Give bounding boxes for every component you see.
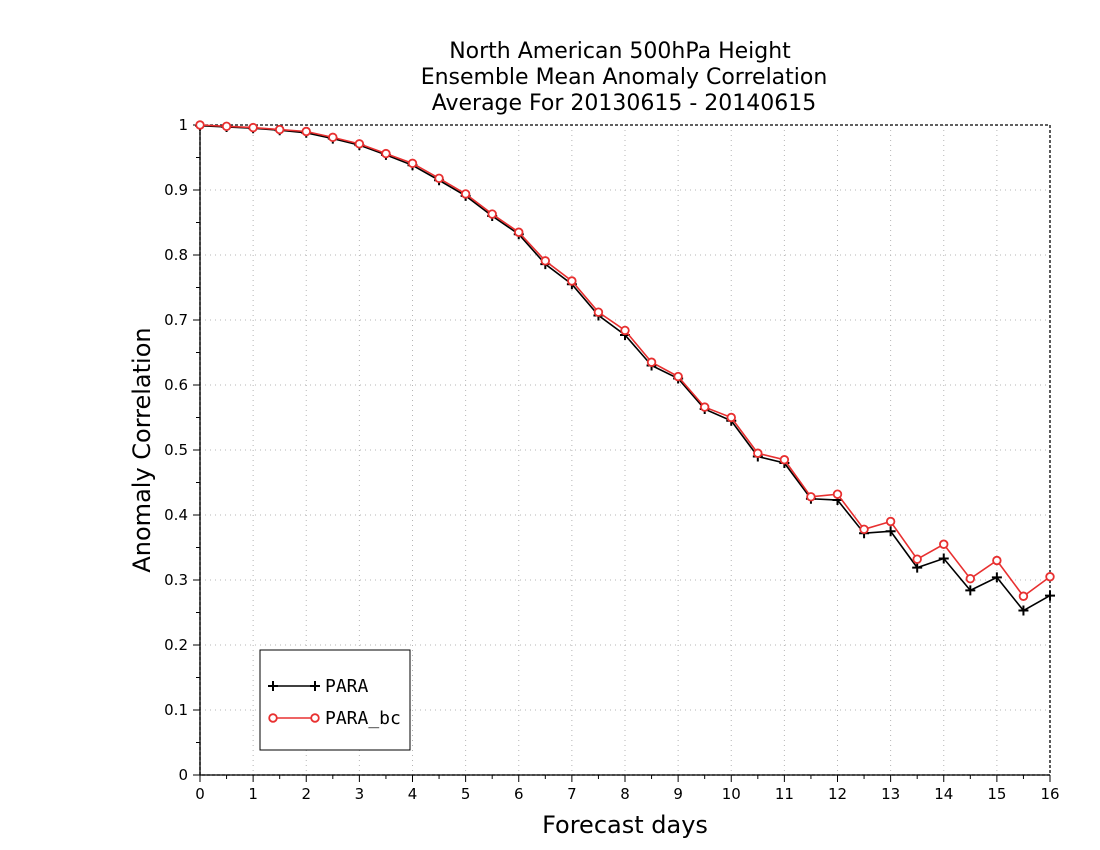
circle-point-marker [1045,572,1055,582]
circle-point-marker [832,489,843,499]
chart-title-line-2: Ensemble Mean Anomaly Correlation [421,65,828,90]
y-tick-label: 1 [178,116,188,134]
circle-point-marker [407,158,418,169]
circle-point-marker [221,121,232,131]
x-tick-label: 14 [934,785,953,803]
circle-point-marker [460,189,471,199]
x-tick-label: 7 [567,785,577,803]
y-tick-label: 0.2 [164,636,188,654]
y-tick-label: 0.1 [164,701,188,719]
circle-point-marker [567,276,577,286]
y-tick-label: 0.9 [164,181,188,199]
legend-item-para-bc: PARA_bc [268,708,401,729]
x-tick-label: 12 [828,785,847,803]
legend-item-para: PARA [268,676,369,697]
legend: PARA PARA_bc [259,649,411,751]
circle-point-marker [301,126,311,137]
y-tick-label: 0.7 [164,311,188,329]
series-para-bc [195,120,1055,601]
circle-point-marker [646,357,657,367]
circle-point-marker [992,555,1002,566]
circle-point-marker [1018,591,1029,601]
y-tick-label: 0.8 [164,246,188,264]
x-tick-label: 16 [1040,785,1059,803]
chart-title-line-1: North American 500hPa Height [449,39,791,64]
x-tick-label: 0 [195,785,205,803]
circle-point-marker [328,132,338,143]
legend-label: PARA_bc [325,708,401,729]
x-tick-label: 15 [987,785,1006,803]
legend-marker [310,713,320,723]
x-axis-ticks: 0 1 2 3 4 5 6 7 8 9 10 11 12 13 14 15 16 [195,775,1060,803]
y-tick-label: 0.5 [164,441,188,459]
x-tick-label: 9 [673,785,683,803]
circle-point-marker [753,448,763,458]
chart-title-line-3: Average For 20130615 - 20140615 [432,91,817,116]
circle-point-marker [806,492,816,502]
series-layer [195,120,1055,616]
circle-point-marker [699,402,710,412]
circle-point-marker [620,325,630,336]
x-tick-label: 5 [461,785,471,803]
x-axis-label: Forecast days [542,811,708,839]
y-tick-label: 0.6 [164,376,188,394]
circle-point-marker [514,227,524,237]
circle-point-marker [274,124,285,135]
y-axis-ticks: 0 0.1 0.2 0.3 0.4 0.5 0.6 0.7 0.8 0.9 1 [164,116,200,784]
circle-point-marker [195,120,205,130]
y-tick-label: 0.4 [164,506,188,524]
x-tick-label: 11 [775,785,794,803]
series-line [199,124,1051,612]
circle-point-marker [487,209,497,219]
plus-point-marker [1045,590,1055,601]
x-tick-label: 6 [514,785,524,803]
legend-label: PARA [325,676,369,697]
x-tick-label: 2 [301,785,311,803]
circle-point-marker [673,371,683,382]
y-tick-label: 0 [178,766,188,784]
plus-point-marker [885,526,896,537]
x-tick-label: 10 [722,785,741,803]
x-tick-label: 3 [355,785,365,803]
circle-point-marker [593,307,604,317]
circle-point-marker [540,256,551,266]
circle-point-marker [248,122,258,133]
plus-point-marker [912,562,923,573]
x-tick-label: 4 [408,785,418,803]
x-tick-label: 1 [248,785,258,803]
circle-point-marker [726,412,736,423]
y-tick-label: 0.3 [164,571,188,589]
circle-point-marker [859,524,869,534]
circle-point-marker [965,574,976,584]
legend-box [259,649,411,751]
plus-point-marker [965,585,976,596]
plus-point-marker [991,572,1002,583]
x-tick-label: 13 [881,785,900,803]
grid [200,125,1050,775]
circle-point-marker [381,148,391,159]
y-axis-label: Anomaly Correlation [128,327,156,572]
x-tick-label: 8 [620,785,630,803]
plus-point-marker [938,553,949,564]
circle-point-marker [939,539,949,549]
legend-marker [268,713,278,723]
circle-point-marker [885,516,896,527]
circle-point-marker [912,554,922,564]
circle-point-marker [779,455,790,465]
chart-title: North American 500hPa Height Ensemble Me… [421,39,828,116]
series-para [195,120,1055,616]
circle-point-marker [434,173,444,183]
circle-point-marker [354,139,365,149]
legend-marker [310,681,320,691]
plus-point-marker [1018,605,1029,616]
legend-marker [268,681,278,691]
